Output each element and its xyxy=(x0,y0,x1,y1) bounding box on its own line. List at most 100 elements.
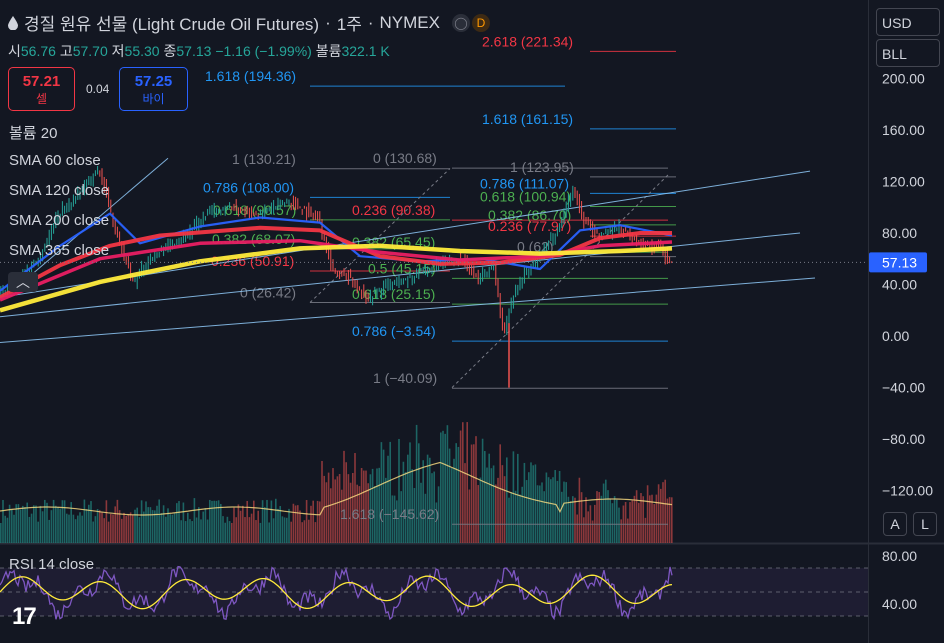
volume-bar xyxy=(182,502,185,543)
volume-bar xyxy=(189,519,191,543)
close-value: 57.13 xyxy=(176,43,212,59)
volume-bar xyxy=(349,482,352,543)
unit-select[interactable]: BLL xyxy=(876,39,940,67)
volume-bar xyxy=(233,507,235,543)
volume-bar xyxy=(268,522,270,543)
volume-bar xyxy=(107,521,110,543)
legend-volume[interactable]: 볼륨 20 xyxy=(9,125,58,142)
volume-bar xyxy=(618,507,620,543)
rsi-tick-label: 80.00 xyxy=(882,548,917,564)
volume-bar xyxy=(374,486,376,543)
buy-label: 바이 xyxy=(142,92,165,106)
interval-label[interactable]: 1주 xyxy=(336,15,362,34)
symbol-title[interactable]: 경질 원유 선물 (Light Crude Oil Futures) xyxy=(24,15,320,34)
volume-bar xyxy=(37,521,39,543)
volume-bar xyxy=(433,471,435,543)
volume-bar xyxy=(228,521,231,543)
volume-bar xyxy=(41,511,44,543)
volume-bar xyxy=(508,497,510,543)
log-scale-button[interactable]: L xyxy=(913,512,937,536)
volume-bar xyxy=(246,500,248,543)
fib-levels: 2.618 (221.34) 1.618 (194.36) 1.618 (161.1… xyxy=(203,33,676,525)
sell-button[interactable]: 57.21 셀 xyxy=(8,67,75,111)
delayed-data-badge[interactable]: D xyxy=(472,13,490,32)
auto-scale-button[interactable]: A xyxy=(883,512,907,536)
market-status-icon[interactable]: ◯ xyxy=(452,13,470,32)
volume-bar xyxy=(66,513,68,543)
volume-bar xyxy=(627,518,629,543)
volume-bar xyxy=(393,495,396,543)
volume-bar xyxy=(290,521,292,543)
volume-bar xyxy=(453,458,455,543)
volume-bar xyxy=(158,499,160,543)
volume-bar xyxy=(215,500,218,543)
volume-bar xyxy=(378,467,380,543)
volume-bar xyxy=(552,477,554,543)
volume-bar xyxy=(521,486,523,543)
volume-bar xyxy=(321,460,323,543)
sma-line-200 xyxy=(0,238,673,302)
volume-bar xyxy=(292,503,295,543)
volume-bar xyxy=(17,504,20,543)
volume-bar xyxy=(283,517,286,543)
volume-bar xyxy=(341,489,343,543)
volume-bar xyxy=(6,517,9,543)
volume-bar xyxy=(57,506,59,543)
volume-bars xyxy=(0,422,673,543)
volume-bar xyxy=(325,482,328,543)
legend-sma120[interactable]: SMA 120 close xyxy=(9,182,110,199)
volume-bar xyxy=(398,438,400,543)
volume-bar xyxy=(492,465,495,543)
volume-bar xyxy=(534,464,537,543)
fib-level-label: 0 (26.42) xyxy=(240,284,296,300)
volume-bar xyxy=(363,470,365,543)
buy-button[interactable]: 57.25 바이 xyxy=(119,67,188,111)
volume-bar xyxy=(2,499,4,543)
volume-bar xyxy=(237,504,240,543)
rsi-legend[interactable]: RSI 14 close xyxy=(9,556,95,573)
volume-bar xyxy=(574,497,576,543)
last-price-tag xyxy=(869,252,927,273)
tradingview-logo[interactable]: 17 xyxy=(12,603,37,630)
volume-bar xyxy=(543,491,545,543)
volume-bar xyxy=(220,503,222,543)
volume-bar xyxy=(242,505,244,543)
volume-bar xyxy=(671,497,673,543)
y-tick-label: −120.00 xyxy=(882,483,933,499)
low-value: 55.30 xyxy=(124,43,160,59)
volume-bar xyxy=(90,501,92,543)
fib-level-label: 0.786 (−3.54) xyxy=(352,323,436,339)
volume-bar xyxy=(576,514,578,543)
volume-bar xyxy=(272,518,275,543)
volume-bar xyxy=(336,476,339,543)
currency-select[interactable]: USD xyxy=(876,8,940,36)
volume-bar xyxy=(512,451,515,543)
volume-bar xyxy=(495,484,497,543)
volume-bar xyxy=(136,507,138,543)
fib-level-label: 0.618 (100.94) xyxy=(480,188,571,204)
sell-label: 셀 xyxy=(35,92,48,106)
volume-bar xyxy=(140,500,143,543)
volume-bar xyxy=(297,505,299,543)
volume-bar xyxy=(528,472,530,543)
volume-bar xyxy=(499,444,501,543)
volume-bar xyxy=(277,508,279,543)
volume-bar xyxy=(484,451,486,543)
volume-bar xyxy=(83,499,86,543)
volume-bar xyxy=(462,422,464,543)
volume-bar xyxy=(92,521,94,543)
legend-sma60[interactable]: SMA 60 close xyxy=(9,152,101,169)
volume-bar xyxy=(640,493,642,543)
volume-bar xyxy=(605,479,607,543)
volume-bar xyxy=(224,522,226,543)
legend-sma365[interactable]: SMA 365 close xyxy=(9,242,110,259)
volume-bar xyxy=(103,518,105,543)
volume-bar xyxy=(105,500,108,543)
legend-sma200[interactable]: SMA 200 close xyxy=(9,212,110,229)
volume-bar xyxy=(294,505,297,543)
fib-level-label: 1.618 (−145.62) xyxy=(340,506,439,522)
collapse-legend-button[interactable]: ︿ xyxy=(8,272,38,292)
fib-level-label: 2.618 (221.34) xyxy=(482,33,573,49)
sma-line-120 xyxy=(0,225,672,300)
